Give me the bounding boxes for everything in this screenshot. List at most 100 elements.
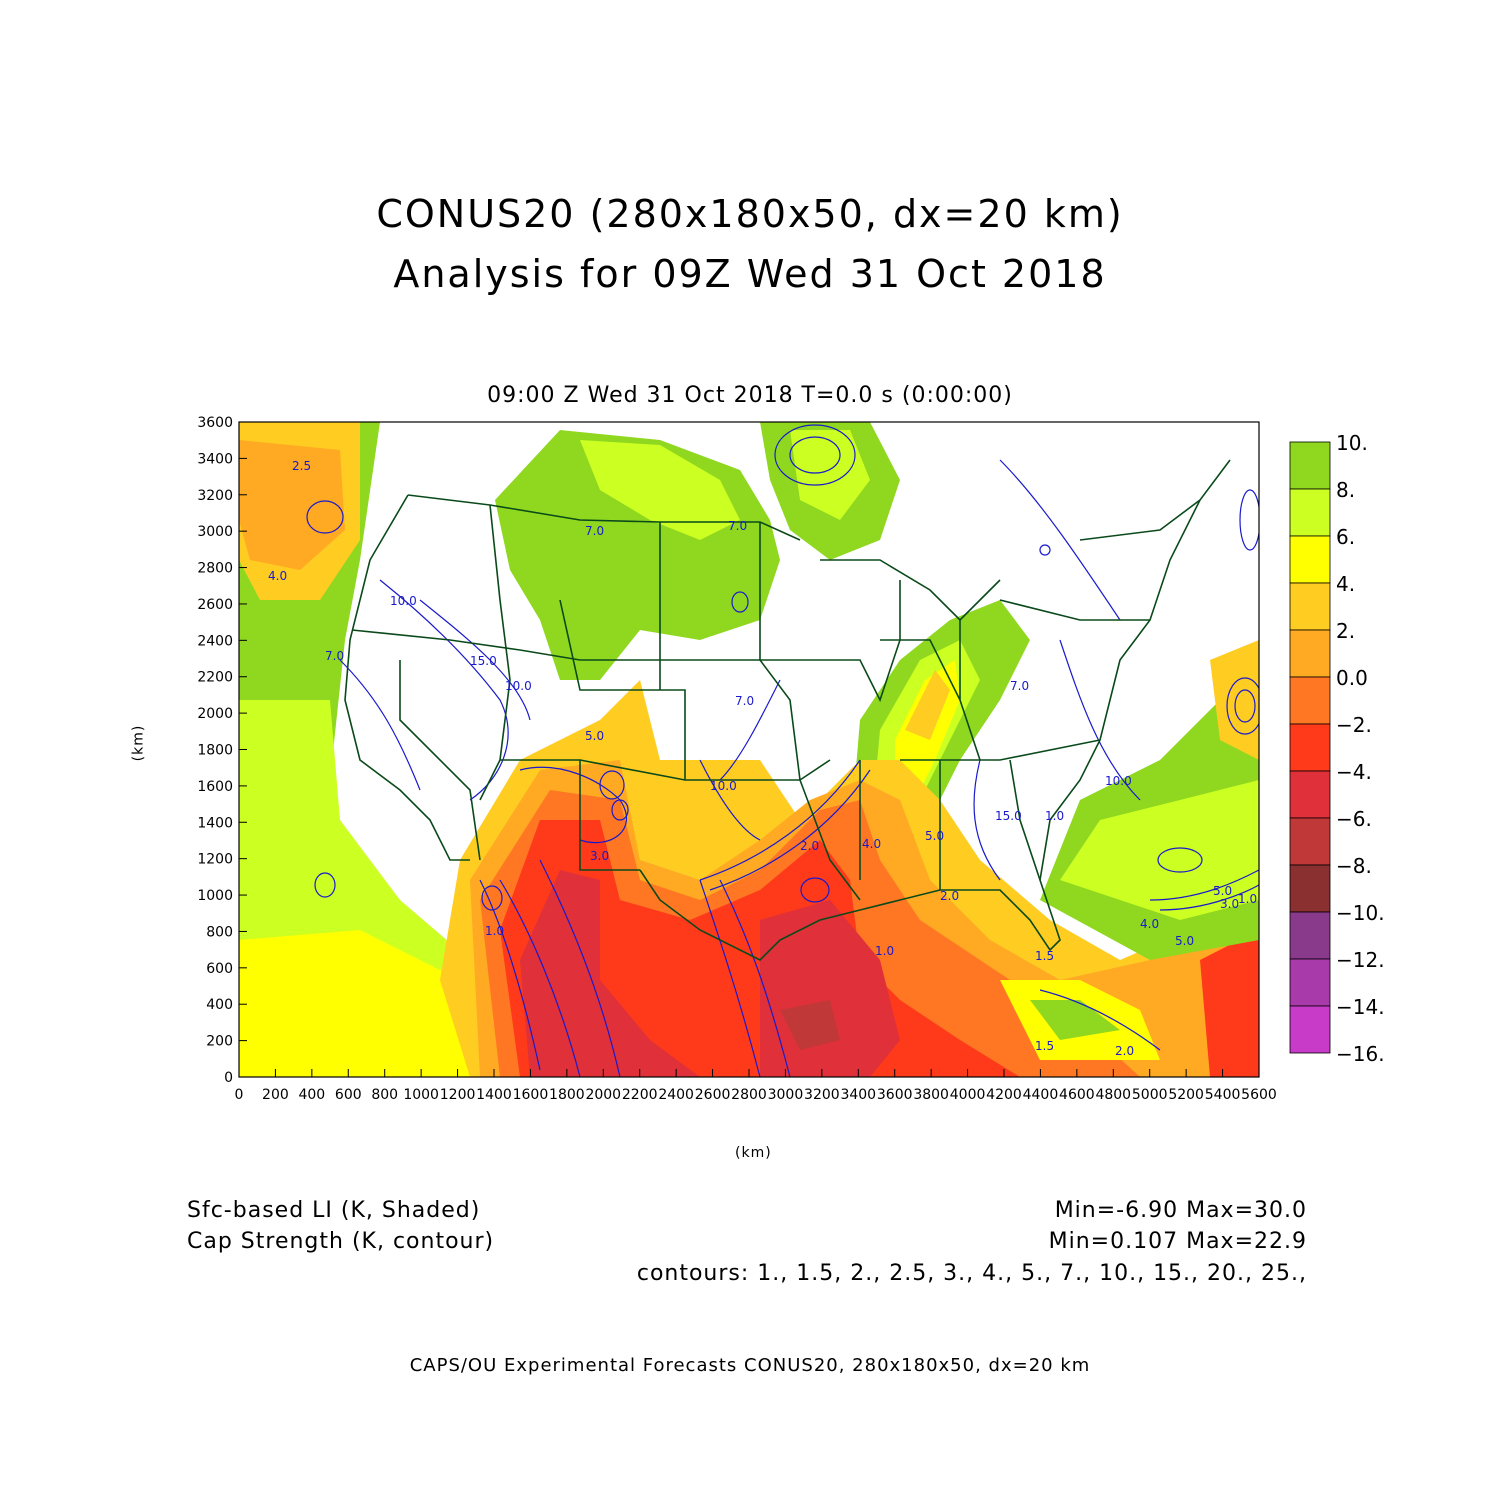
contour-label: 2.0 — [1115, 1044, 1134, 1058]
y-tick-label: 800 — [206, 924, 233, 940]
x-tick-label: 4000 — [950, 1087, 986, 1103]
colorbar-label: 6. — [1336, 525, 1355, 549]
contour-label: 4.0 — [268, 569, 287, 583]
x-tick-label: 400 — [298, 1087, 325, 1103]
contour-label: 4.0 — [1140, 917, 1159, 931]
y-tick-label: 2200 — [197, 670, 233, 686]
contour-label: 1.0 — [1238, 892, 1257, 906]
x-tick-label: 4400 — [1023, 1087, 1059, 1103]
colorbar-swatch — [1289, 441, 1331, 490]
contour-label: 15.0 — [995, 809, 1022, 823]
colorbar-swatch — [1289, 535, 1331, 584]
contour-label: 10.0 — [390, 594, 417, 608]
colorbar-label: −14. — [1336, 995, 1385, 1019]
colorbar-swatch — [1289, 629, 1331, 678]
map-title-time: Analysis for 09Z Wed 31 Oct 2018 — [393, 252, 1107, 296]
y-tick-label: 400 — [206, 997, 233, 1013]
x-tick-label: 3600 — [877, 1087, 913, 1103]
colorbar-label: 8. — [1336, 478, 1355, 502]
y-tick-label: 2000 — [197, 706, 233, 722]
y-tick-label: 600 — [206, 961, 233, 977]
map-title: CONUS20 (280x180x50, dx=20 km) — [376, 192, 1124, 236]
contour-label: 7.0 — [325, 649, 344, 663]
colorbar-label: −2. — [1336, 713, 1372, 737]
contour-label: 7.0 — [735, 694, 754, 708]
contour-label: 2.5 — [292, 459, 311, 473]
li-shading — [239, 422, 1259, 1077]
contour-label: 3.0 — [590, 849, 609, 863]
x-axis-label: (km) — [735, 1145, 772, 1161]
y-tick-label: 1000 — [197, 888, 233, 904]
x-tick-label: 5000 — [1132, 1087, 1168, 1103]
x-tick-label: 3800 — [913, 1087, 949, 1103]
colorbar-swatch — [1289, 723, 1331, 772]
contour-min-max: Min=0.107 Max=22.9 — [1048, 1229, 1307, 1254]
y-tick-label: 3000 — [197, 524, 233, 540]
colorbar-label: −10. — [1336, 901, 1385, 925]
x-tick-label: 2800 — [731, 1087, 767, 1103]
shaded-variable-label: Sfc-based LI (K, Shaded) — [187, 1198, 481, 1223]
contour-label: 10.0 — [710, 779, 737, 793]
shaded-min-max: Min=-6.90 Max=30.0 — [1054, 1198, 1307, 1223]
colorbar-swatch — [1289, 958, 1331, 1007]
x-tick-label: 3000 — [768, 1087, 804, 1103]
y-tick-label: 1800 — [197, 743, 233, 759]
colorbar-label: −6. — [1336, 807, 1372, 831]
contour-label: 1.5 — [1035, 949, 1054, 963]
y-tick-label: 1200 — [197, 852, 233, 868]
colorbar-swatch — [1289, 1005, 1331, 1054]
x-tick-label: 1000 — [403, 1087, 439, 1103]
contour-label: 2.0 — [800, 839, 819, 853]
x-tick-label: 2400 — [658, 1087, 694, 1103]
contour-label: 10.0 — [1105, 774, 1132, 788]
colorbar: 10. 8. 6. 4. 2. 0.0 −2. −4. −6. −8. −10. −12. −14. −1… — [1289, 431, 1385, 1066]
y-axis-ticks: 0 200 400 600 800 1000 1200 1400 1600 1800 2000 220… — [197, 415, 247, 1086]
y-tick-label: 2600 — [197, 597, 233, 613]
x-tick-label: 5200 — [1168, 1087, 1204, 1103]
colorbar-swatch — [1289, 911, 1331, 960]
y-tick-label: 3200 — [197, 488, 233, 504]
x-tick-label: 5600 — [1241, 1087, 1277, 1103]
x-tick-label: 200 — [262, 1087, 289, 1103]
contour-labels: 2.54.07.010.015.010.07.05.03.010.07.01.0… — [268, 459, 1257, 1058]
colorbar-swatch — [1289, 582, 1331, 631]
contour-label: 5.0 — [1213, 884, 1232, 898]
y-axis-label: (km) — [130, 724, 147, 762]
contour-label: 1.5 — [1035, 1039, 1054, 1053]
y-tick-label: 2400 — [197, 633, 233, 649]
contour-label: 5.0 — [585, 729, 604, 743]
contour-label: 7.0 — [728, 519, 747, 533]
contour-label: 4.0 — [862, 837, 881, 851]
contour-variable-label: Cap Strength (K, contour) — [187, 1229, 495, 1254]
colorbar-swatch — [1289, 488, 1331, 537]
x-tick-label: 600 — [335, 1087, 362, 1103]
footer-credit: CAPS/OU Experimental Forecasts CONUS20, … — [409, 1355, 1091, 1376]
cap-strength-contours — [306, 424, 1259, 1077]
colorbar-label: −12. — [1336, 948, 1385, 972]
colorbar-label: 10. — [1336, 431, 1368, 455]
y-tick-label: 3600 — [197, 415, 233, 431]
x-axis-ticks: 0 200 400 600 800 1000 1200 1400 1600 1800 2000 220… — [235, 1069, 1277, 1103]
contour-label: 1.0 — [1045, 809, 1064, 823]
contour-levels: contours: 1., 1.5, 2., 2.5, 3., 4., 5., … — [636, 1261, 1307, 1286]
x-tick-label: 3200 — [804, 1087, 840, 1103]
x-tick-label: 2600 — [695, 1087, 731, 1103]
x-tick-label: 800 — [371, 1087, 398, 1103]
y-tick-label: 1600 — [197, 779, 233, 795]
contour-label: 7.0 — [585, 524, 604, 538]
y-tick-label: 3400 — [197, 451, 233, 467]
y-tick-label: 1400 — [197, 815, 233, 831]
contour-label: 3.0 — [1220, 897, 1239, 911]
contour-label: 10.0 — [505, 679, 532, 693]
contour-label: 1.0 — [485, 924, 504, 938]
x-tick-label: 1200 — [440, 1087, 476, 1103]
contour-label: 15.0 — [470, 654, 497, 668]
x-tick-label: 1600 — [513, 1087, 549, 1103]
y-tick-label: 2800 — [197, 561, 233, 577]
colorbar-label: −16. — [1336, 1042, 1385, 1066]
colorbar-label: 4. — [1336, 572, 1355, 596]
colorbar-swatch — [1289, 864, 1331, 913]
x-tick-label: 4800 — [1095, 1087, 1131, 1103]
colorbar-label: 0.0 — [1336, 666, 1368, 690]
x-tick-label: 2000 — [585, 1087, 621, 1103]
